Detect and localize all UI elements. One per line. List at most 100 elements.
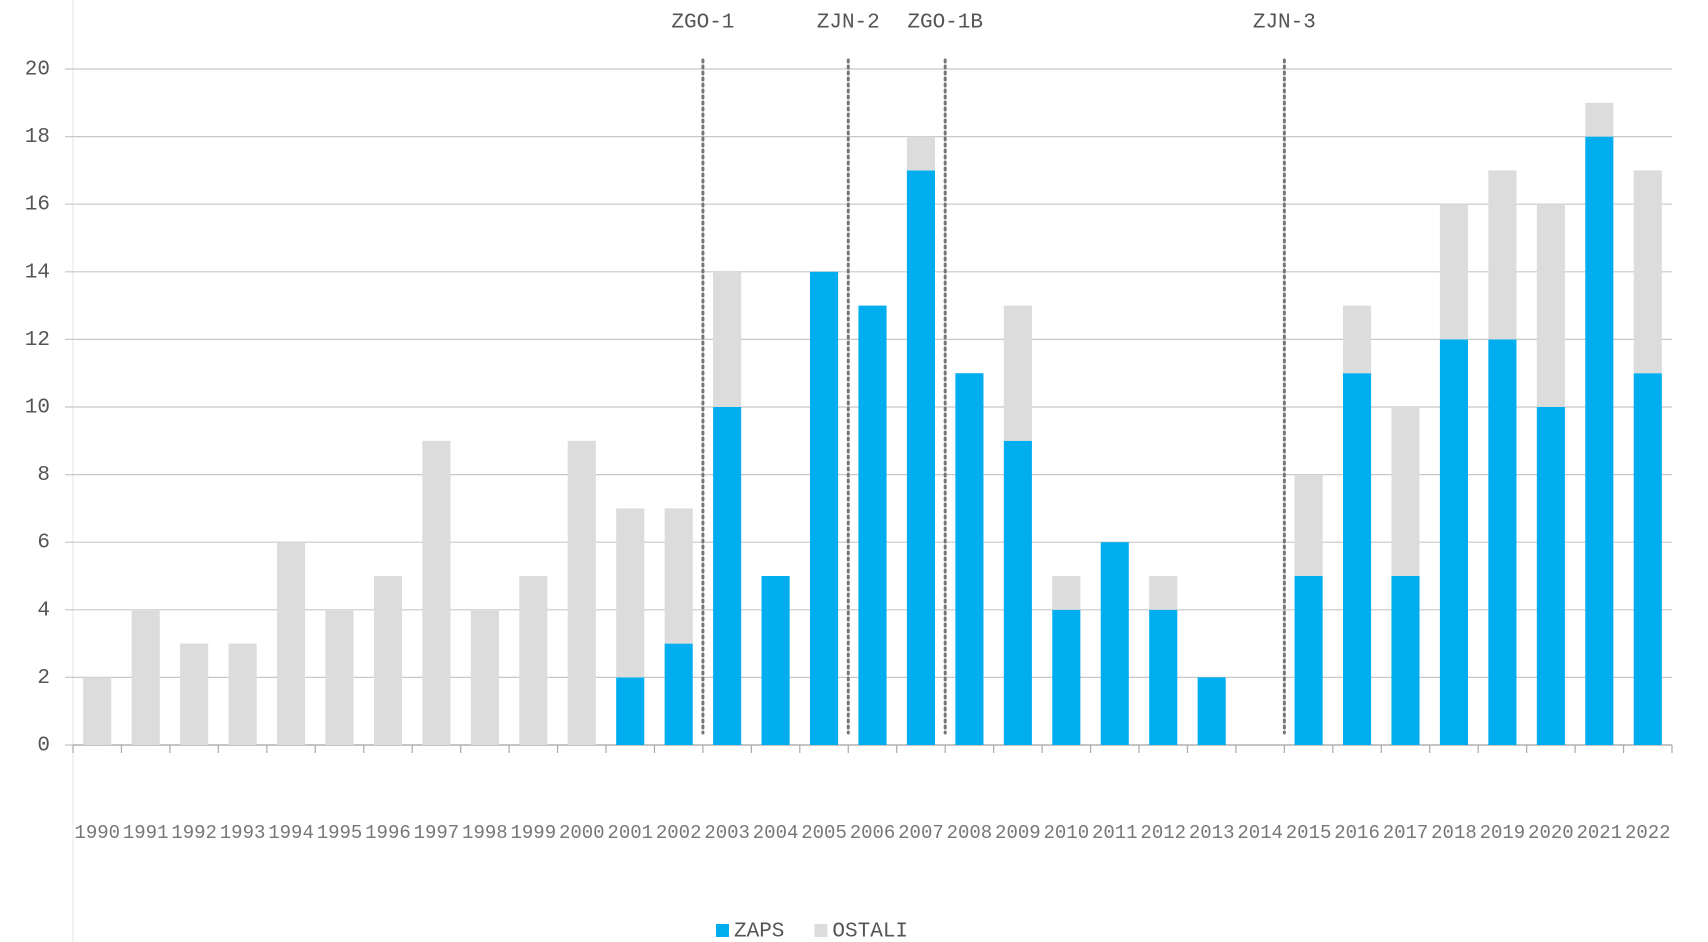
x-tick-label: 1990	[74, 822, 120, 844]
x-tick-label: 2010	[1044, 822, 1090, 844]
bar-segment	[228, 643, 257, 745]
bar-segment	[858, 305, 887, 745]
x-tick-label: 2017	[1383, 822, 1429, 844]
bar-segment	[664, 508, 693, 644]
bar-segment	[1536, 407, 1565, 745]
bar-segment	[1342, 373, 1372, 745]
bar-segment	[180, 643, 209, 745]
annotation-label: ZJN-2	[817, 12, 880, 35]
legend-swatch	[716, 924, 729, 937]
bar-segment	[1149, 576, 1178, 610]
bar-segment	[1100, 542, 1129, 745]
x-tick-label: 2009	[995, 822, 1041, 844]
x-tick-label: 1998	[462, 822, 508, 844]
bar-segment	[1052, 576, 1081, 610]
bar-segment	[1003, 440, 1032, 745]
bar-segment	[131, 609, 160, 745]
bar-segment	[906, 136, 936, 171]
x-tick-label: 2007	[898, 822, 944, 844]
bar-segment	[519, 576, 548, 745]
annotation-label: ZGO-1	[671, 12, 734, 35]
y-tick-label: 14	[25, 261, 50, 284]
bar-segment	[1488, 339, 1517, 745]
legend-label: ZAPS	[734, 921, 784, 942]
x-tick-label: 2013	[1189, 822, 1235, 844]
bar-segment	[761, 576, 790, 745]
bar-segment	[1585, 136, 1614, 746]
bar-segment	[1585, 102, 1614, 137]
bar-segment	[1342, 305, 1372, 374]
x-tick-label: 2018	[1431, 822, 1477, 844]
y-tick-label: 12	[25, 329, 50, 352]
legend-swatch	[814, 924, 828, 937]
bar-segment	[713, 407, 742, 745]
bar-segment	[373, 576, 403, 745]
bar-segment	[955, 373, 984, 745]
x-tick-label: 1992	[171, 822, 217, 844]
bar-segment	[906, 170, 936, 745]
x-tick-label: 1995	[317, 822, 363, 844]
x-tick-label: 2016	[1334, 822, 1380, 844]
bar-segment	[1197, 677, 1226, 745]
bar-segment	[1633, 170, 1662, 374]
x-tick-label: 2015	[1286, 822, 1332, 844]
bar-segment	[1391, 407, 1420, 576]
bar-segment	[1536, 204, 1565, 407]
x-tick-label: 1997	[414, 822, 460, 844]
y-tick-label: 0	[37, 735, 50, 758]
y-tick-label: 18	[25, 126, 50, 149]
bar-segment	[325, 609, 354, 745]
bar-segment	[616, 677, 645, 745]
bar-segment	[664, 643, 693, 745]
bar-segment	[1391, 576, 1420, 745]
bar-segment	[1052, 609, 1081, 745]
bar-segment	[470, 609, 499, 745]
bar-segment	[616, 508, 645, 678]
bar-segment	[1488, 170, 1517, 340]
x-tick-label: 1991	[123, 822, 169, 844]
x-tick-label: 1994	[268, 822, 314, 844]
bar-segment	[1003, 305, 1032, 441]
bar-segment	[1439, 339, 1469, 745]
x-tick-label: 2000	[559, 822, 605, 844]
x-tick-label: 2022	[1625, 822, 1671, 844]
bar-segment	[1439, 204, 1469, 340]
x-tick-label: 2001	[607, 822, 653, 844]
legend-label: OSTALI	[832, 921, 908, 942]
x-tick-label: 1993	[220, 822, 266, 844]
y-tick-label: 6	[37, 532, 50, 555]
y-tick-label: 10	[25, 397, 50, 420]
x-tick-label: 2019	[1480, 822, 1526, 844]
x-tick-label: 2021	[1577, 822, 1623, 844]
x-tick-label: 2003	[704, 822, 750, 844]
y-tick-label: 8	[37, 464, 50, 487]
x-tick-label: 2005	[801, 822, 847, 844]
x-tick-label: 2020	[1528, 822, 1574, 844]
x-tick-label: 2006	[850, 822, 896, 844]
y-tick-label: 4	[37, 599, 50, 622]
x-tick-label: 2002	[656, 822, 702, 844]
bar-segment	[809, 271, 839, 745]
x-tick-label: 2014	[1237, 822, 1283, 844]
y-tick-label: 20	[25, 59, 50, 82]
annotation-label: ZGO-1B	[907, 12, 983, 35]
bar-segment	[276, 542, 306, 745]
x-tick-label: 2012	[1140, 822, 1186, 844]
x-tick-label: 2008	[947, 822, 993, 844]
annotation-label: ZJN-3	[1253, 12, 1316, 35]
bar-segment	[1149, 609, 1178, 745]
bar-segment	[422, 440, 451, 745]
y-tick-label: 16	[25, 194, 50, 217]
x-tick-label: 2011	[1092, 822, 1138, 844]
bar-segment	[1633, 373, 1662, 745]
x-tick-label: 2004	[753, 822, 799, 844]
bar-segment	[567, 440, 596, 745]
x-tick-label: 1999	[511, 822, 557, 844]
bar-segment	[83, 677, 112, 745]
x-tick-label: 1996	[365, 822, 411, 844]
bar-segment	[1294, 576, 1323, 745]
y-tick-label: 2	[37, 667, 50, 690]
bar-segment	[1294, 474, 1323, 576]
